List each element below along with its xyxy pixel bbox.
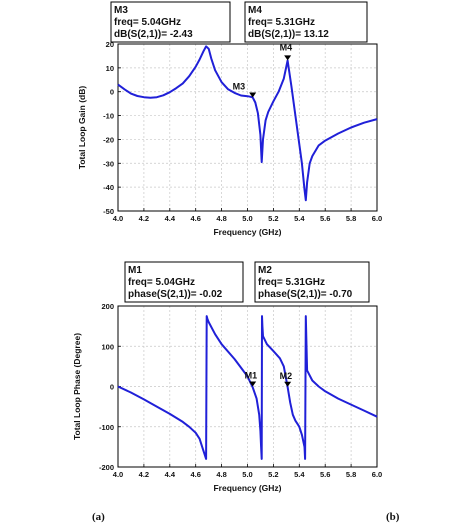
marker-triangle [284,381,292,387]
y-tick-label: 0 [110,383,114,392]
marker-readout-line: freq= 5.31GHz [248,17,315,28]
series-line [117,45,378,202]
y-tick-label: 0 [110,88,114,97]
marker-readout-line: phase(S(2,1))= -0.70 [258,289,353,300]
x-tick-label: 5.0 [242,470,252,479]
x-tick-label: 5.4 [294,470,305,479]
x-tick-label: 6.0 [372,470,382,479]
y-tick-label: -100 [99,423,114,432]
y-axis-label: Total Loop Phase (Degree) [72,333,82,440]
x-tick-label: 4.8 [216,214,226,223]
x-tick-label: 4.6 [190,470,200,479]
x-tick-label: 4.4 [165,470,176,479]
x-tick-label: 6.0 [372,214,382,223]
x-tick-label: 5.8 [346,214,356,223]
x-tick-label: 5.6 [320,214,330,223]
x-tick-label: 5.6 [320,470,330,479]
marker-readout-line: M4 [248,5,262,16]
marker-readout-box [124,261,244,303]
marker-readout-line: M2 [258,265,272,276]
x-tick-label: 4.2 [139,214,149,223]
marker-label: M4 [280,42,293,52]
y-tick-label: -30 [103,159,114,168]
marker-readout-line: freq= 5.04GHz [114,17,181,28]
x-tick-label: 5.2 [268,470,278,479]
x-tick-label: 4.2 [139,470,149,479]
y-tick-label: -20 [103,135,114,144]
x-axis-label: Frequency (GHz) [213,483,281,493]
y-tick-label: -10 [103,112,114,121]
marker-readout-line: freq= 5.31GHz [258,277,325,288]
x-axis-label: Frequency (GHz) [213,227,281,237]
marker-label: M2 [280,371,293,381]
marker-readout-line: M1 [128,265,142,276]
marker-label: M3 [233,82,246,92]
marker-readout-box [254,261,370,303]
y-tick-label: -40 [103,183,114,192]
series-line [117,315,378,460]
x-tick-label: 5.0 [242,214,252,223]
x-tick-label: 5.8 [346,470,356,479]
y-tick-label: 10 [106,64,114,73]
x-tick-label: 4.0 [113,470,123,479]
marker-triangle [284,55,292,61]
marker-readout-line: phase(S(2,1))= -0.02 [128,289,223,300]
y-tick-label: 100 [101,342,114,351]
marker-readout-box [244,1,368,43]
y-tick-label: 200 [101,302,114,311]
gain-chart: 4.0 4.2 4.4 4.6 4.8 5.0 5.2 5.4 5.6 5.8 6.0 20 10 0 -1… [77,1,382,237]
panel-label-a: (a) [92,511,105,523]
phase-chart: 4.0 4.2 4.4 4.6 4.8 5.0 5.2 5.4 5.6 5.8 6.0 200 100 0… [72,261,382,493]
marker-triangle [249,92,257,98]
panel-label-b: (b) [386,511,400,523]
x-tick-label: 4.4 [165,214,176,223]
marker-triangle [249,381,257,387]
marker-readout-line: freq= 5.04GHz [128,277,195,288]
x-tick-label: 5.2 [268,214,278,223]
y-tick-label: -200 [99,463,114,472]
marker-readout-box [110,1,231,43]
x-tick-label: 4.0 [113,214,123,223]
marker-readout-line: dB(S(2,1))= -2.43 [114,29,193,40]
x-tick-label: 4.6 [190,214,200,223]
y-tick-label: -50 [103,207,114,216]
marker-readout-line: M3 [114,5,128,16]
x-tick-label: 5.4 [294,214,305,223]
x-tick-label: 4.8 [216,470,226,479]
marker-label: M1 [245,371,258,381]
marker-readout-line: dB(S(2,1))= 13.12 [248,29,329,40]
y-axis-label: Total Loop Gain (dB) [77,86,87,170]
y-tick-label: 20 [106,40,114,49]
